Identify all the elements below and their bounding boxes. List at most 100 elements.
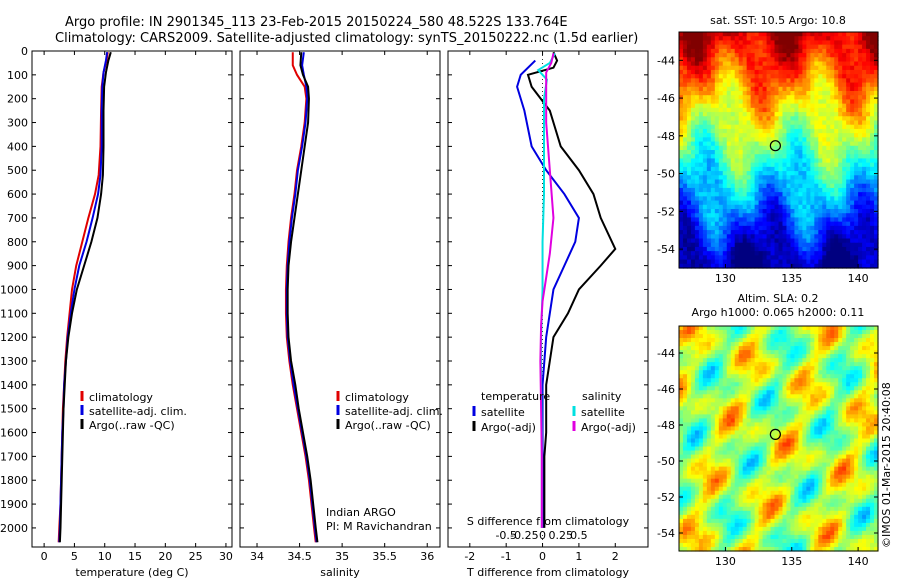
- map-cell: [758, 474, 764, 480]
- map-cell: [846, 36, 851, 42]
- map-cell: [750, 446, 756, 452]
- map-cell: [838, 48, 843, 54]
- map-cell: [798, 145, 803, 151]
- map-cell: [726, 238, 732, 244]
- map-cell: [854, 175, 859, 181]
- map-cell: [754, 442, 760, 448]
- map-cell: [762, 470, 768, 476]
- map-cell: [826, 370, 831, 375]
- map-cell: [826, 57, 831, 63]
- map-cell: [834, 378, 839, 383]
- map-cell: [798, 334, 803, 339]
- map-cell: [802, 103, 807, 109]
- map-cell: [822, 86, 827, 92]
- map-cell: [730, 225, 736, 231]
- depth-tick-label: 1000: [0, 283, 28, 296]
- map-cell: [810, 398, 815, 403]
- map-cell: [802, 120, 807, 126]
- map-cell: [750, 103, 756, 109]
- map-cell: [806, 124, 811, 130]
- map-cell: [866, 382, 871, 387]
- map-cell: [679, 221, 684, 227]
- salinity-xtick-label: 35: [335, 550, 349, 563]
- map-cell: [846, 225, 851, 231]
- map-cell: [706, 442, 712, 448]
- map-cell: [774, 133, 780, 138]
- map-cell: [850, 183, 855, 189]
- map-cell: [742, 196, 748, 202]
- map-cell: [818, 145, 823, 151]
- map-cell: [702, 179, 708, 185]
- map-cell: [834, 366, 839, 371]
- map-cell: [730, 107, 736, 113]
- map-cell: [838, 183, 843, 189]
- map-cell: [762, 209, 768, 214]
- map-cell: [754, 116, 760, 122]
- map-cell: [802, 442, 807, 448]
- map-cell: [694, 382, 700, 387]
- map-cell: [850, 362, 855, 367]
- map-cell: [862, 150, 867, 155]
- map-cell: [726, 78, 732, 84]
- map-cell: [679, 86, 684, 92]
- map-cell: [778, 74, 784, 79]
- map-cell: [854, 192, 859, 197]
- map-cell: [694, 175, 700, 181]
- map-cell: [854, 430, 859, 436]
- map-cell: [758, 57, 764, 63]
- map-cell: [822, 74, 827, 79]
- map-cell: [854, 238, 859, 244]
- map-cell: [742, 466, 748, 472]
- map-cell: [690, 382, 696, 387]
- map-cell: [738, 120, 744, 126]
- map-cell: [706, 410, 712, 415]
- map-cell: [874, 354, 879, 359]
- map-cell: [766, 446, 772, 452]
- map-cell: [762, 74, 768, 79]
- map-cell: [786, 246, 792, 252]
- map-cell: [714, 338, 720, 343]
- map-cell: [850, 112, 855, 117]
- map-cell: [802, 112, 807, 117]
- map-cell: [686, 175, 692, 181]
- map-cell: [814, 74, 819, 79]
- map-cell: [786, 346, 792, 351]
- map-cell: [730, 61, 736, 67]
- map-cell: [742, 40, 748, 46]
- map-cell: [786, 263, 792, 269]
- map-cell: [782, 57, 788, 63]
- map-cell: [846, 217, 851, 223]
- map-cell: [690, 200, 696, 206]
- map-cell: [870, 32, 875, 37]
- map-cell: [838, 234, 843, 240]
- map-cell: [702, 358, 708, 363]
- map-cell: [814, 192, 819, 197]
- map-cell: [862, 346, 867, 351]
- map-cell: [679, 466, 684, 472]
- map-cell: [822, 65, 827, 71]
- map-cell: [770, 48, 776, 54]
- map-cell: [834, 406, 839, 411]
- map-cell: [802, 128, 807, 134]
- map-cell: [766, 390, 772, 395]
- map-cell: [806, 263, 811, 269]
- map-cell: [814, 446, 819, 452]
- map-cell: [694, 225, 700, 231]
- map-cell: [858, 82, 863, 88]
- map-cell: [746, 414, 752, 420]
- map-cell: [866, 209, 871, 214]
- map-cell: [862, 406, 867, 411]
- map-cell: [770, 44, 776, 50]
- map-cell: [726, 462, 732, 468]
- map-cell: [710, 48, 716, 54]
- map-cell: [854, 346, 859, 351]
- map-cell: [786, 242, 792, 248]
- map-cell: [782, 120, 788, 126]
- map-cell: [726, 158, 732, 164]
- map-cell: [766, 426, 772, 432]
- temperature-xtick-label: 0: [41, 550, 48, 563]
- map-cell: [738, 458, 744, 464]
- map-cell: [826, 402, 831, 407]
- map-cell: [822, 354, 827, 359]
- map-cell: [750, 166, 756, 172]
